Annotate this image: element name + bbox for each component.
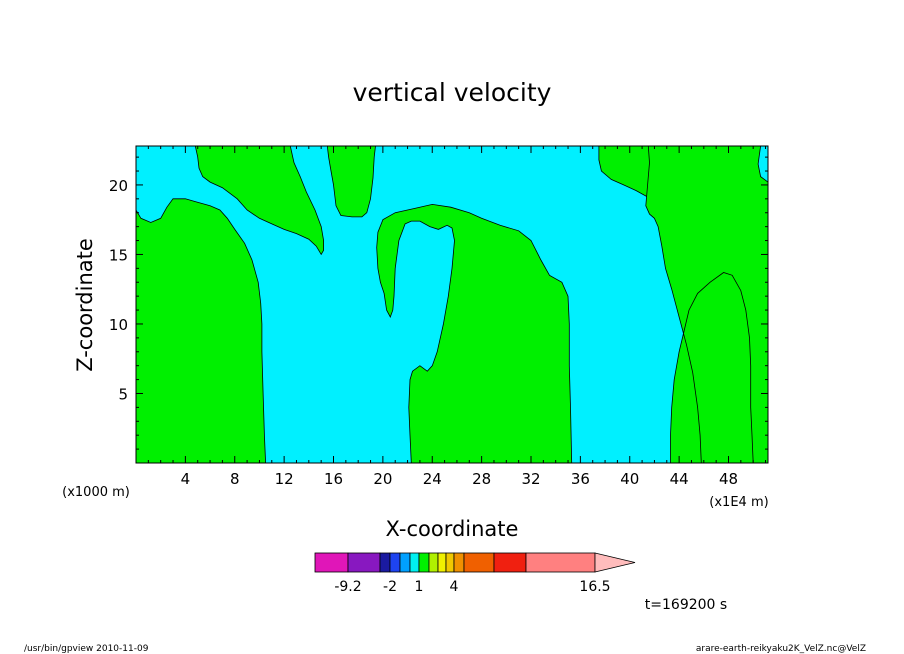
colorbar-segment-7 [418, 552, 430, 573]
y-axis: 5 10 15 20 [109, 156, 768, 450]
x-tick-label-8: 8 [230, 470, 240, 488]
x-tick-label-48: 48 [719, 470, 738, 488]
x-tick-label-20: 20 [373, 470, 392, 488]
colorbar-segment-10 [445, 552, 455, 573]
x-unit-right: (x1E4 m) [709, 495, 768, 510]
colorbar-segment-8 [428, 552, 439, 573]
colorbar-segment-3 [379, 552, 391, 573]
x-tick-label-36: 36 [571, 470, 590, 488]
x-tick-label-24: 24 [423, 470, 442, 488]
plot-frame [135, 145, 769, 464]
x-axis-label: X-coordinate [386, 517, 519, 541]
colorbar-label-1: -9.2 [334, 579, 361, 595]
x-tick-label-32: 32 [521, 470, 540, 488]
time-label: t=169200 s [645, 597, 727, 613]
colorbar-segment-13 [493, 552, 527, 573]
contour-region-1 [136, 198, 267, 463]
x-tick-label-40: 40 [620, 470, 639, 488]
y-axis-label: Z-coordinate [73, 238, 97, 372]
y-tick-label-10: 10 [109, 316, 128, 334]
colorbar-segment-14 [525, 552, 596, 573]
footer-right: arare-earth-reikyaku2K_VelZ.nc@VelZ [696, 644, 866, 654]
colorbar-segment-9 [437, 552, 447, 573]
x-axis: 4 8 12 16 20 24 28 32 36 40 44 48 [147, 146, 767, 488]
colorbar-segment-6 [409, 552, 420, 573]
colorbar-segment-11 [453, 552, 465, 573]
x-tick-label-12: 12 [275, 470, 294, 488]
colorbar-segment-4 [389, 552, 401, 573]
colorbar-label-3: 1 [415, 579, 424, 595]
contour-region-2 [194, 146, 325, 256]
colorbar-segment-12 [463, 552, 495, 573]
colorbar-label-2: -2 [383, 579, 397, 595]
contour-region-6 [645, 146, 768, 463]
x-tick-label-16: 16 [324, 470, 343, 488]
contour-region-4 [376, 203, 573, 463]
y-tick-label-15: 15 [109, 246, 128, 264]
chart-title: vertical velocity [353, 78, 552, 107]
contour-region-7 [757, 146, 768, 183]
x-tick-label-28: 28 [472, 470, 491, 488]
x-unit-left: (x1000 m) [62, 485, 130, 500]
plot-area [135, 145, 769, 464]
colorbar-arrow [594, 552, 636, 573]
y-tick-label-20: 20 [109, 177, 128, 195]
colorbar-segment-2 [347, 552, 381, 573]
colorbar-segment-1 [314, 552, 349, 573]
y-tick-label-5: 5 [118, 385, 128, 403]
colorbar-segment-5 [399, 552, 411, 573]
colorbar-label-4: 4 [450, 579, 459, 595]
x-tick-label-4: 4 [181, 470, 191, 488]
colorbar: -9.2 -2 1 4 16.5 [314, 552, 636, 595]
footer-left: /usr/bin/gpview 2010-11-09 [24, 644, 149, 654]
x-tick-label-44: 44 [670, 470, 689, 488]
colorbar-label-5: 16.5 [579, 579, 610, 595]
contour-region-3 [326, 146, 376, 218]
